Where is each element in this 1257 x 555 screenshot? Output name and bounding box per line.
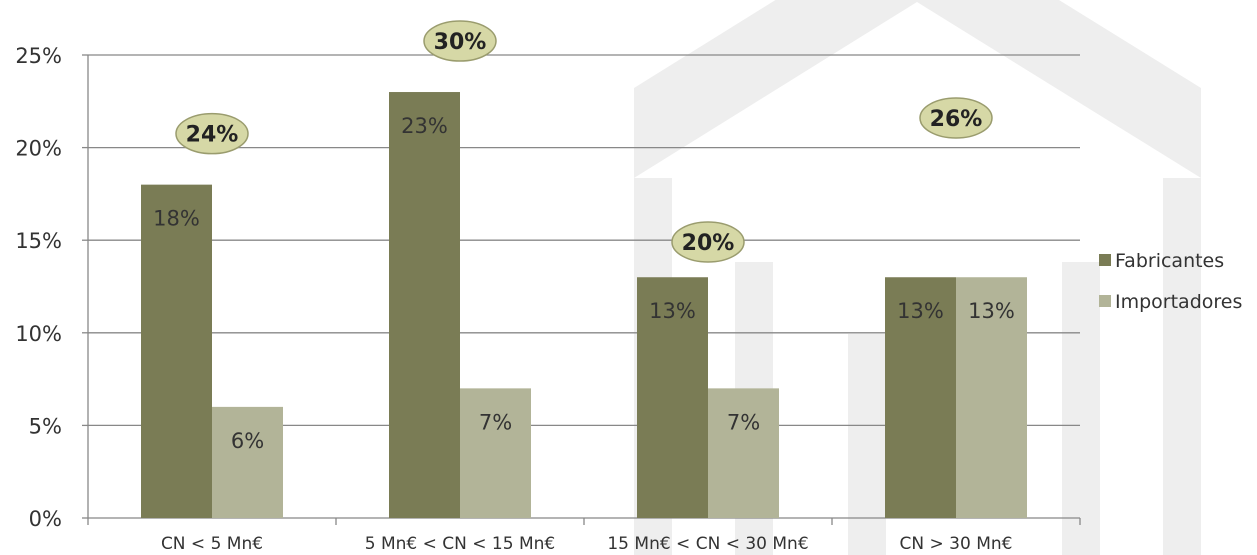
- watermark-pillar: [848, 334, 886, 555]
- total-label: 26%: [930, 107, 983, 132]
- bars: [141, 92, 1027, 518]
- x-tick-label: 15 Mn€ < CN < 30 Mn€: [607, 534, 808, 554]
- y-tick-label: 0%: [29, 507, 62, 531]
- legend-label: Importadores: [1115, 291, 1242, 313]
- total-bubble-shape: [671, 221, 745, 263]
- total-label: 30%: [434, 30, 487, 55]
- total-bubbles: 24% 30% 20% 26%: [175, 20, 993, 263]
- total-bubble: 30%: [423, 20, 497, 62]
- total-bubble: 26%: [919, 97, 993, 139]
- watermark-roof: [634, 0, 1201, 178]
- total-bubble-shape: [919, 97, 993, 139]
- bar-fabricantes: [141, 184, 212, 518]
- bar-importadores: [708, 388, 779, 518]
- total-label: 24%: [186, 123, 239, 148]
- bar-importadores: [956, 277, 1027, 518]
- x-axis: CN < 5 Mn€ 5 Mn€ < CN < 15 Mn€ 15 Mn€ < CN…: [87, 517, 1081, 554]
- data-label: 23%: [401, 114, 448, 138]
- total-label: 20%: [682, 231, 735, 256]
- legend-item: Importadores: [1099, 291, 1242, 313]
- legend-swatch: [1099, 295, 1111, 307]
- y-tick-label: 5%: [29, 414, 62, 438]
- legend-swatch: [1099, 254, 1111, 266]
- total-bubble-shape: [423, 20, 497, 62]
- bar-fabricantes: [637, 277, 708, 518]
- data-label: 13%: [897, 299, 944, 323]
- data-label: 7%: [479, 410, 512, 434]
- bar-importadores: [212, 406, 283, 518]
- data-label: 6%: [231, 429, 264, 453]
- total-bubble: 24%: [175, 112, 249, 155]
- bar-fabricantes: [885, 277, 956, 518]
- data-labels: 18% 6% 23% 7% 13% 7% 13% 13%: [153, 114, 1015, 453]
- y-tick-label: 15%: [15, 229, 62, 253]
- bar-importadores: [460, 388, 531, 518]
- y-tick-label: 25%: [15, 44, 62, 68]
- watermark-pillar: [1163, 178, 1201, 555]
- y-tick-label: 20%: [15, 137, 62, 161]
- total-bubble-shape: [175, 112, 249, 155]
- data-label: 13%: [968, 299, 1015, 323]
- legend: Fabricantes Importadores: [1099, 250, 1242, 313]
- watermark-pillar: [1062, 262, 1100, 555]
- bar-fabricantes: [389, 92, 460, 518]
- total-bubble: 20%: [671, 221, 745, 263]
- legend-item: Fabricantes: [1099, 250, 1224, 272]
- x-tick-label: CN < 5 Mn€: [161, 534, 263, 554]
- y-axis: 0% 5% 10% 15% 20% 25%: [15, 44, 89, 531]
- y-tick-label: 10%: [15, 322, 62, 346]
- data-label: 13%: [649, 299, 696, 323]
- data-label: 18%: [153, 207, 200, 231]
- legend-label: Fabricantes: [1115, 250, 1224, 272]
- data-label: 7%: [727, 410, 760, 434]
- x-tick-label: 5 Mn€ < CN < 15 Mn€: [365, 534, 555, 554]
- x-tick-label: CN > 30 Mn€: [900, 534, 1013, 554]
